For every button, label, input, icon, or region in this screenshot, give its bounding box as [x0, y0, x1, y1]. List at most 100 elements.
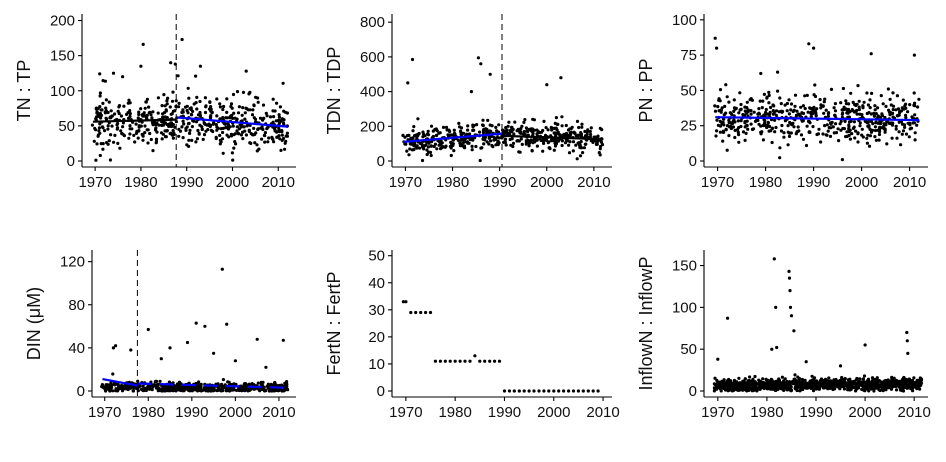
data-points: [401, 300, 600, 393]
data-point: [793, 93, 798, 97]
data-point: [460, 144, 465, 148]
data-point: [174, 120, 178, 124]
data-point: [207, 107, 212, 111]
data-point: [205, 123, 209, 127]
data-point: [177, 127, 181, 131]
data-point: [844, 99, 848, 103]
data-point: [774, 109, 779, 113]
data-point: [282, 109, 286, 113]
data-point: [904, 378, 908, 382]
data-point: [781, 109, 785, 114]
data-point: [861, 377, 866, 381]
data-point: [788, 289, 792, 293]
data-point: [904, 113, 908, 117]
x-tick-label: 1990: [170, 174, 203, 191]
data-point: [739, 119, 743, 123]
data-point: [733, 135, 737, 140]
data-point: [479, 146, 483, 150]
data-point: [873, 104, 877, 108]
data-point: [787, 269, 791, 273]
data-point: [94, 158, 98, 162]
data-point: [180, 37, 184, 42]
data-point: [547, 389, 551, 393]
y-tick-label: 25: [680, 118, 697, 135]
data-point: [718, 119, 722, 123]
data-point: [128, 114, 132, 119]
data-point: [841, 86, 846, 91]
data-point: [148, 110, 152, 114]
data-point: [196, 381, 200, 385]
data-point: [232, 146, 236, 150]
data-point: [283, 147, 287, 151]
data-point: [141, 42, 145, 47]
data-point: [143, 387, 147, 391]
data-point: [221, 116, 225, 120]
data-point: [780, 123, 784, 128]
data-point: [916, 105, 920, 109]
data-point: [583, 142, 587, 146]
data-point: [232, 111, 236, 115]
y-axis-title: TN : TP: [14, 60, 34, 122]
data-point: [889, 387, 894, 391]
data-point: [856, 84, 860, 88]
data-point: [108, 158, 112, 162]
data-point: [732, 106, 737, 110]
data-point: [833, 109, 838, 113]
data-point: [127, 98, 131, 102]
data-point: [255, 143, 259, 147]
data-point: [510, 128, 514, 133]
data-point: [904, 132, 909, 136]
data-point: [773, 130, 777, 134]
data-point: [765, 125, 769, 130]
data-point: [481, 118, 485, 122]
data-point: [847, 115, 852, 119]
data-point: [250, 113, 255, 117]
data-point: [503, 138, 507, 142]
data-point: [779, 102, 783, 106]
data-point: [130, 127, 134, 131]
data-point: [562, 389, 566, 393]
data-point: [424, 143, 428, 147]
data-point: [100, 384, 105, 388]
data-point: [727, 125, 732, 129]
data-point: [762, 381, 766, 385]
data-point: [772, 104, 776, 108]
data-point: [598, 126, 602, 130]
data-point: [247, 92, 251, 96]
data-point: [806, 110, 810, 114]
data-point: [133, 140, 137, 144]
data-point: [265, 127, 269, 131]
data-point: [895, 114, 900, 118]
data-point: [168, 105, 172, 109]
data-point: [271, 97, 275, 101]
data-point: [186, 122, 191, 126]
data-point: [792, 377, 796, 381]
data-point: [119, 129, 123, 133]
data-point: [808, 130, 812, 134]
data-point: [741, 130, 746, 134]
y-tick-label: 0: [77, 383, 85, 400]
data-point: [241, 106, 245, 110]
data-point: [243, 111, 247, 115]
data-point: [284, 139, 288, 143]
data-point: [405, 149, 409, 153]
data-point: [177, 134, 181, 138]
data-point: [912, 53, 917, 57]
data-point: [448, 359, 452, 363]
data-point: [145, 128, 149, 132]
data-point: [180, 110, 184, 114]
data-point: [868, 98, 872, 102]
data-point: [283, 388, 287, 392]
y-axis-title: PN : PP: [636, 58, 656, 122]
data-point: [874, 377, 878, 381]
data-point: [559, 76, 563, 80]
data-point: [189, 113, 193, 117]
data-point: [863, 381, 867, 385]
data-point: [731, 125, 736, 129]
data-point: [203, 386, 207, 390]
y-tick-label: 400: [360, 84, 385, 101]
data-point: [188, 131, 192, 135]
data-point: [204, 104, 208, 108]
data-point: [729, 121, 733, 125]
data-point: [137, 110, 141, 114]
